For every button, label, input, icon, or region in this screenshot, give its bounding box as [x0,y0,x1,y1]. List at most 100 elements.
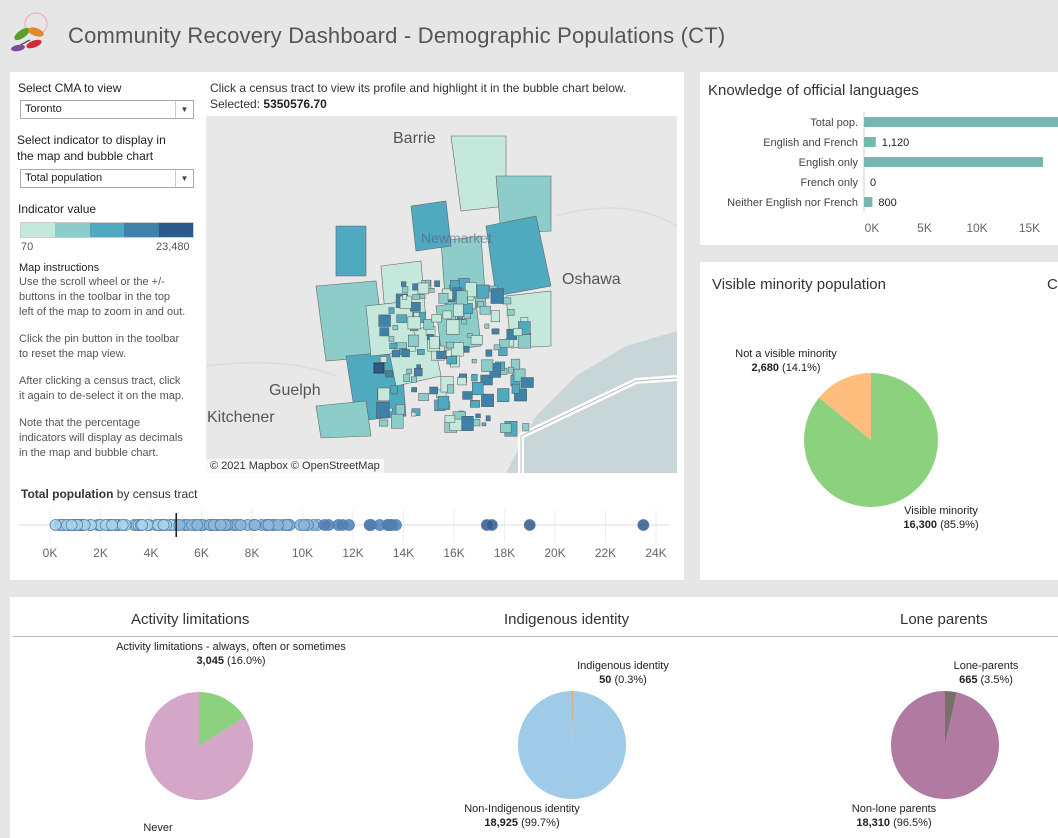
bubble-point[interactable] [191,519,204,531]
census-tract[interactable] [403,374,410,382]
indicator-select[interactable]: Total population ▼ [20,169,194,188]
lang-bar[interactable] [864,117,1058,127]
census-tract[interactable] [431,314,442,323]
census-tract[interactable] [506,309,515,316]
bubble-point[interactable] [322,519,335,531]
census-tract[interactable] [417,349,425,355]
census-tract[interactable] [411,376,417,383]
bubble-point[interactable] [298,519,310,531]
census-tract[interactable] [423,319,434,330]
census-tract[interactable] [476,284,490,299]
census-tract[interactable] [481,359,494,372]
census-tract[interactable] [472,382,484,396]
activity-slice[interactable] [199,692,245,746]
census-tract[interactable] [456,290,468,305]
bubble-chart[interactable]: 0K 2K 4K 6K 8K 10K 12K 14K 16K 18K 20K 22K 24K [10,504,684,564]
census-tract[interactable] [406,368,412,374]
census-tract[interactable] [411,411,417,417]
census-tract[interactable] [470,400,480,408]
bubble-point[interactable] [523,519,536,531]
census-tract[interactable] [514,388,527,402]
lang-bar[interactable] [864,157,1044,167]
census-tract[interactable] [490,310,500,323]
lone-parents-slice[interactable] [891,691,999,799]
census-tract[interactable] [461,416,474,431]
census-tract[interactable] [470,335,483,345]
census-tract[interactable] [378,314,391,327]
census-tract[interactable] [453,303,464,317]
bubble-point[interactable] [49,519,62,531]
chevron-down-icon[interactable]: ▼ [175,101,193,118]
census-tract[interactable] [401,281,407,287]
lang-bar[interactable] [864,137,876,147]
census-tract[interactable] [513,328,523,337]
activity-slice[interactable] [145,692,253,800]
lone-parents-slice[interactable] [945,691,957,745]
census-tract[interactable] [408,334,419,347]
census-tract[interactable] [414,368,423,377]
bubble-point[interactable] [343,519,355,531]
census-tract[interactable] [493,344,501,351]
bubble-point[interactable] [485,519,498,531]
census-tract[interactable] [395,404,405,415]
census-tract-map[interactable]: Barrie Newmarket Oshawa Guelph Kitchener… [206,116,677,473]
census-tract[interactable] [507,366,514,374]
census-tract[interactable] [388,307,395,314]
census-tract[interactable] [402,286,409,293]
census-tract[interactable] [378,419,389,427]
map-attribution[interactable]: © 2021 Mapbox © OpenStreetMap [206,459,384,473]
census-tract[interactable] [457,377,467,386]
cma-select[interactable]: Toronto ▼ [20,100,194,119]
census-tract[interactable] [429,336,440,349]
census-tract[interactable] [446,356,458,365]
census-tract[interactable] [437,395,450,410]
census-tract[interactable] [475,413,481,419]
census-tract[interactable] [434,280,440,287]
bubble-point[interactable] [363,519,376,531]
census-tracts[interactable] [315,135,552,439]
census-tract[interactable] [485,215,552,297]
census-tract[interactable] [446,319,460,335]
bubble-point[interactable] [234,519,247,531]
bubble-point[interactable] [262,519,275,531]
census-tract[interactable] [495,175,552,235]
census-tract[interactable] [436,350,447,360]
selected-census-tract[interactable] [373,362,385,374]
bubble-point[interactable] [136,519,149,531]
census-tract[interactable] [522,423,530,432]
census-tract[interactable] [392,324,399,331]
census-tract[interactable] [511,383,520,394]
chevron-down-icon[interactable]: ▼ [175,170,193,187]
indigenous-slice[interactable] [518,691,627,799]
census-tract[interactable] [401,349,410,358]
indigenous-slice[interactable] [572,691,573,745]
census-tract[interactable] [385,370,394,378]
lang-bar[interactable] [864,197,873,207]
census-tract[interactable] [510,358,521,370]
census-tract[interactable] [479,305,491,315]
census-tract[interactable] [315,400,372,439]
census-tract[interactable] [481,422,487,427]
census-tract[interactable] [500,423,512,433]
census-tract[interactable] [379,327,390,337]
census-tract[interactable] [396,314,408,323]
census-tract[interactable] [416,364,421,369]
bubble-point[interactable] [116,519,129,531]
census-tract[interactable] [480,374,493,386]
census-tract[interactable] [499,339,510,348]
census-tract[interactable] [407,316,421,330]
census-tract[interactable] [481,393,494,407]
census-tract[interactable] [429,386,439,395]
census-tract[interactable] [462,391,473,400]
census-tract[interactable] [484,323,490,329]
census-tract[interactable] [446,341,455,349]
census-tract[interactable] [376,401,390,419]
census-tract[interactable] [390,385,398,395]
census-tract[interactable] [388,336,395,342]
bubble-point[interactable] [106,519,118,531]
bubble-point[interactable] [157,519,170,531]
census-tract[interactable] [402,294,408,300]
census-tract[interactable] [471,373,478,382]
census-tract[interactable] [490,288,504,304]
census-tract[interactable] [391,350,401,358]
